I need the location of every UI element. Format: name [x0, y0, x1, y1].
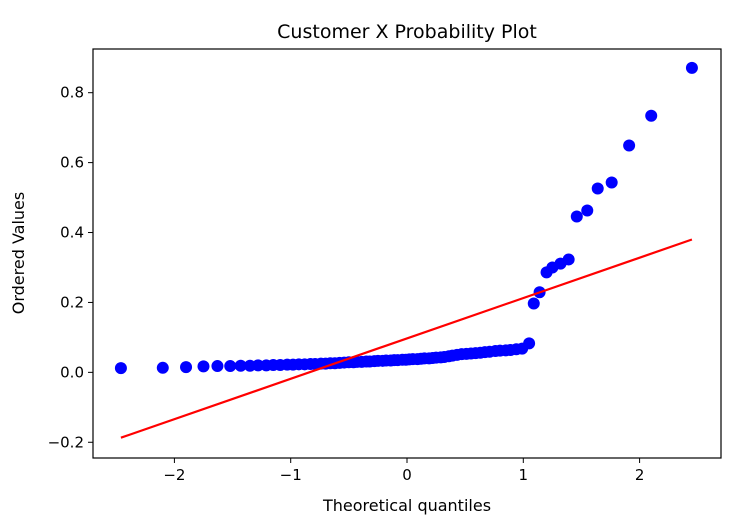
data-point — [224, 360, 237, 373]
data-point — [605, 176, 618, 189]
chart-title: Customer X Probability Plot — [277, 21, 537, 43]
data-point — [685, 61, 698, 74]
data-point — [197, 360, 210, 373]
y-tick-label: 0.2 — [60, 293, 84, 311]
data-point — [156, 361, 169, 374]
data-point — [591, 182, 604, 195]
x-tick-label: 0 — [402, 466, 412, 484]
y-tick-label: 0.0 — [60, 363, 84, 381]
y-tick-label: 0.6 — [60, 154, 84, 172]
y-axis: −0.2 0.0 0.2 0.4 0.6 0.8 — [48, 84, 93, 451]
x-axis: −2 −1 0 1 2 — [163, 458, 644, 484]
x-tick-label: 2 — [635, 466, 645, 484]
data-point — [645, 109, 658, 122]
data-point — [211, 360, 224, 373]
axes-frame — [92, 48, 722, 459]
data-point — [623, 139, 636, 152]
data-point — [180, 361, 193, 374]
data-point — [527, 297, 540, 310]
x-tick-label: −1 — [280, 466, 302, 484]
y-tick-label: 0.8 — [60, 84, 84, 102]
data-point — [581, 204, 594, 217]
y-tick-label: 0.4 — [60, 224, 84, 242]
x-axis-label: Theoretical quantiles — [322, 496, 491, 515]
fit-line — [120, 238, 693, 439]
data-point — [114, 362, 127, 375]
y-tick-label: −0.2 — [48, 433, 84, 451]
data-point — [234, 359, 247, 372]
x-tick-label: 1 — [519, 466, 529, 484]
data-point — [562, 253, 575, 266]
y-axis-label: Ordered Values — [9, 192, 28, 314]
plot-area — [114, 61, 698, 439]
data-point — [570, 210, 583, 223]
x-tick-label: −2 — [163, 466, 185, 484]
data-point — [523, 337, 536, 350]
